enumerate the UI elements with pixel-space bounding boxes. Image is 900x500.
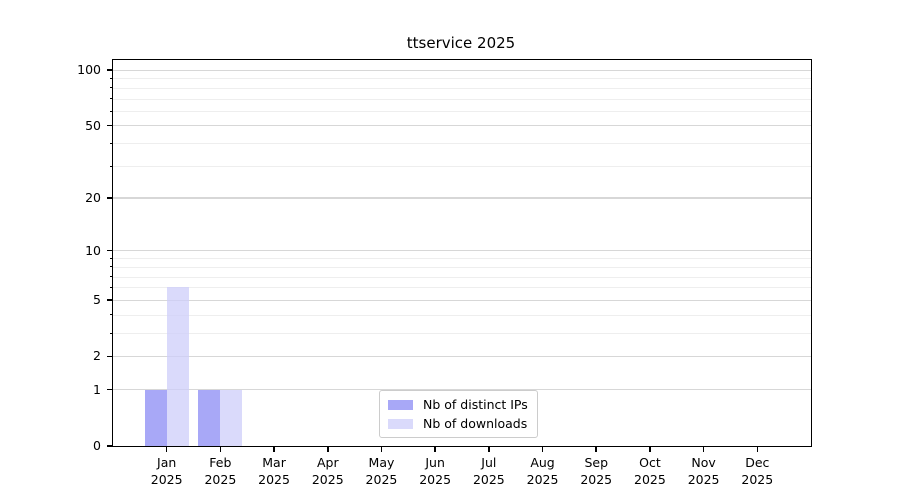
y-minor-gridline: [113, 276, 811, 278]
y-minor-gridline: [113, 314, 811, 316]
y-minor-gridline: [113, 258, 811, 260]
y-minor-tick-mark: [109, 142, 113, 144]
x-tick-mark: [380, 446, 383, 452]
legend: Nb of distinct IPs Nb of downloads: [379, 390, 538, 438]
legend-item: Nb of downloads: [388, 416, 528, 431]
x-tick-mark: [756, 446, 759, 452]
y-minor-tick-mark: [109, 314, 113, 316]
y-tick-label: 5: [93, 292, 101, 308]
y-tick-label: 10: [85, 242, 101, 258]
y-tick-mark: [107, 299, 113, 301]
plot-area: Nb of distinct IPs Nb of downloads 0 1 2 5 10…: [77, 59, 812, 487]
x-tick-label-jun: Jun 2025: [419, 455, 452, 487]
x-tick-mark: [595, 446, 597, 452]
y-minor-gridline: [113, 78, 811, 80]
legend-swatch-icon: [388, 418, 413, 429]
x-tick-label-oct: Oct 2025: [634, 455, 666, 487]
y-minor-tick-mark: [109, 165, 113, 167]
x-tick-label-jul: Jul 2025: [472, 455, 505, 487]
y-tick-label: 0: [93, 438, 101, 453]
y-major-gridline: [113, 125, 811, 127]
y-minor-tick-mark: [109, 276, 113, 278]
x-tick-mark: [165, 446, 168, 452]
x-tick-label-jan: Jan 2025: [150, 455, 183, 487]
x-tick-label-nov: Nov 2025: [687, 455, 720, 487]
x-tick-mark: [219, 446, 222, 452]
y-tick-mark: [107, 197, 113, 199]
x-tick-mark: [273, 446, 275, 452]
y-major-gridline: [113, 299, 811, 301]
y-minor-gridline: [113, 266, 811, 268]
y-tick-mark: [107, 124, 113, 127]
y-minor-gridline: [113, 143, 811, 145]
legend-label: Nb of distinct IPs: [423, 397, 528, 412]
chart-title: ttservice 2025: [406, 34, 516, 52]
x-tick-mark: [488, 446, 490, 452]
bar-ips-jan: [144, 389, 167, 446]
y-minor-gridline: [113, 333, 811, 335]
bar-downloads-feb: [220, 389, 243, 446]
y-tick-mark: [107, 355, 113, 358]
y-minor-gridline: [113, 287, 811, 289]
bar-ips-feb: [198, 389, 221, 446]
x-tick-mark: [649, 446, 651, 452]
y-minor-tick-mark: [109, 266, 113, 268]
y-minor-tick-mark: [109, 332, 113, 334]
y-minor-tick-mark: [109, 98, 113, 100]
y-major-gridline: [113, 355, 811, 358]
bar-downloads-jan: [166, 287, 189, 446]
x-tick-label-aug: Aug 2025: [526, 455, 559, 487]
legend-item: Nb of distinct IPs: [388, 397, 528, 412]
y-tick-label: 2: [93, 348, 101, 364]
y-tick-label: 100: [77, 62, 101, 77]
y-tick-label: 1: [93, 381, 101, 397]
x-tick-label-feb: Feb 2025: [204, 455, 237, 487]
y-tick-label: 50: [85, 117, 101, 133]
y-tick-mark: [107, 249, 113, 252]
y-minor-tick-mark: [109, 110, 113, 112]
x-tick-label-may: May 2025: [365, 455, 398, 487]
legend-label: Nb of downloads: [423, 416, 528, 431]
y-tick-mark: [107, 388, 113, 391]
x-tick-mark: [541, 446, 544, 452]
x-tick-mark: [327, 446, 329, 452]
y-minor-tick-mark: [109, 87, 113, 89]
y-tick-label: 20: [85, 189, 101, 205]
x-tick-label-sep: Sep 2025: [580, 455, 613, 487]
x-tick-label-mar: Mar 2025: [258, 455, 290, 487]
y-tick-mark: [107, 69, 113, 71]
y-minor-gridline: [113, 166, 811, 168]
y-minor-gridline: [113, 111, 811, 113]
y-tick-mark: [107, 445, 113, 447]
x-tick-mark: [702, 446, 705, 452]
x-tick-label-dec: Dec 2025: [741, 455, 774, 487]
y-minor-tick-mark: [109, 286, 113, 288]
y-minor-tick-mark: [109, 257, 113, 259]
y-minor-gridline: [113, 87, 811, 89]
y-major-gridline: [113, 69, 811, 71]
y-minor-tick-mark: [109, 77, 113, 79]
x-tick-mark: [434, 446, 436, 452]
y-major-gridline: [113, 250, 811, 252]
x-tick-label-apr: Apr 2025: [311, 455, 344, 487]
legend-swatch-icon: [388, 399, 413, 410]
y-major-gridline: [113, 197, 811, 199]
y-minor-gridline: [113, 98, 811, 100]
